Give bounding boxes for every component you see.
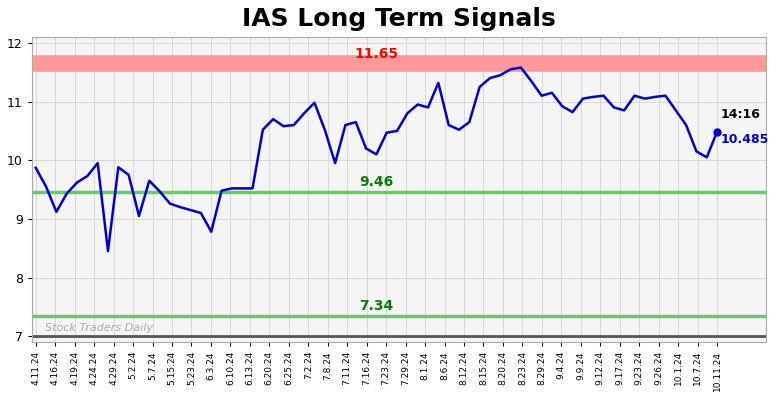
Title: IAS Long Term Signals: IAS Long Term Signals [242,7,556,31]
Text: 10.485: 10.485 [721,133,769,146]
Text: 9.46: 9.46 [359,175,394,189]
Text: Stock Traders Daily: Stock Traders Daily [45,323,154,333]
Text: 11.65: 11.65 [354,47,398,61]
Text: 14:16: 14:16 [721,108,760,121]
Text: 7.34: 7.34 [359,299,394,313]
